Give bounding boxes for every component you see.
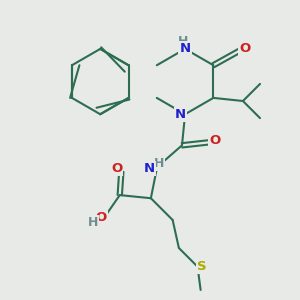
Text: N: N <box>144 162 155 175</box>
Text: O: O <box>239 42 251 55</box>
Text: S: S <box>197 260 207 273</box>
Text: H: H <box>178 34 189 48</box>
Text: O: O <box>95 211 107 224</box>
Text: H: H <box>154 158 164 170</box>
Text: O: O <box>209 134 220 147</box>
Text: N: N <box>179 42 191 56</box>
Text: N: N <box>175 108 186 121</box>
Text: H: H <box>88 216 98 229</box>
Text: O: O <box>111 162 122 175</box>
